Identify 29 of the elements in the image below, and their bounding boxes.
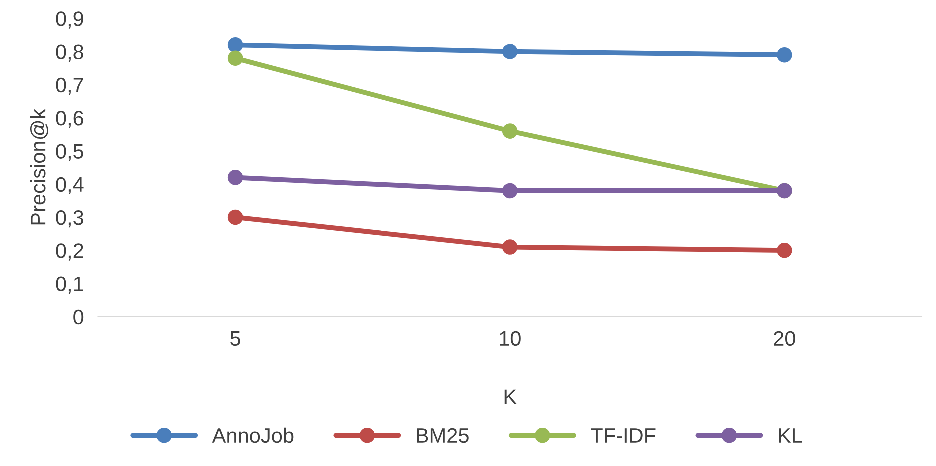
legend-label: KL [779, 428, 802, 443]
y-tick-label: 0,4 [56, 177, 84, 195]
x-tick-label: 20 [774, 331, 796, 346]
point [502, 44, 518, 60]
point [502, 183, 518, 199]
point [228, 38, 244, 53]
y-tick-label: 0,8 [56, 44, 84, 62]
y-tick-label: 0,9 [56, 12, 84, 29]
point [228, 50, 244, 66]
legend-label: AnnoJob [212, 428, 294, 444]
y-tick-label: 0,1 [56, 276, 84, 294]
point [777, 242, 792, 258]
point [502, 124, 518, 139]
point [777, 47, 792, 63]
x-tick-label: 5 [230, 332, 240, 346]
legend-label: TF-IDF [591, 428, 656, 443]
legend-label: BM25 [417, 428, 469, 444]
point [228, 210, 244, 226]
x-tick-label: 10 [500, 331, 521, 346]
y-tick-label: 0,5 [56, 144, 84, 162]
point [502, 240, 518, 255]
point [228, 170, 244, 186]
y-tick-label: 0,3 [56, 210, 84, 228]
y-tick-label: 0,7 [56, 78, 84, 96]
x-axis-title: K [504, 390, 517, 404]
y-tick-label: 0,2 [56, 244, 84, 261]
y-tick-label: 0 [74, 310, 84, 325]
y-axis-title: Precision@k [30, 109, 48, 225]
y-tick-label: 0,6 [56, 111, 84, 128]
